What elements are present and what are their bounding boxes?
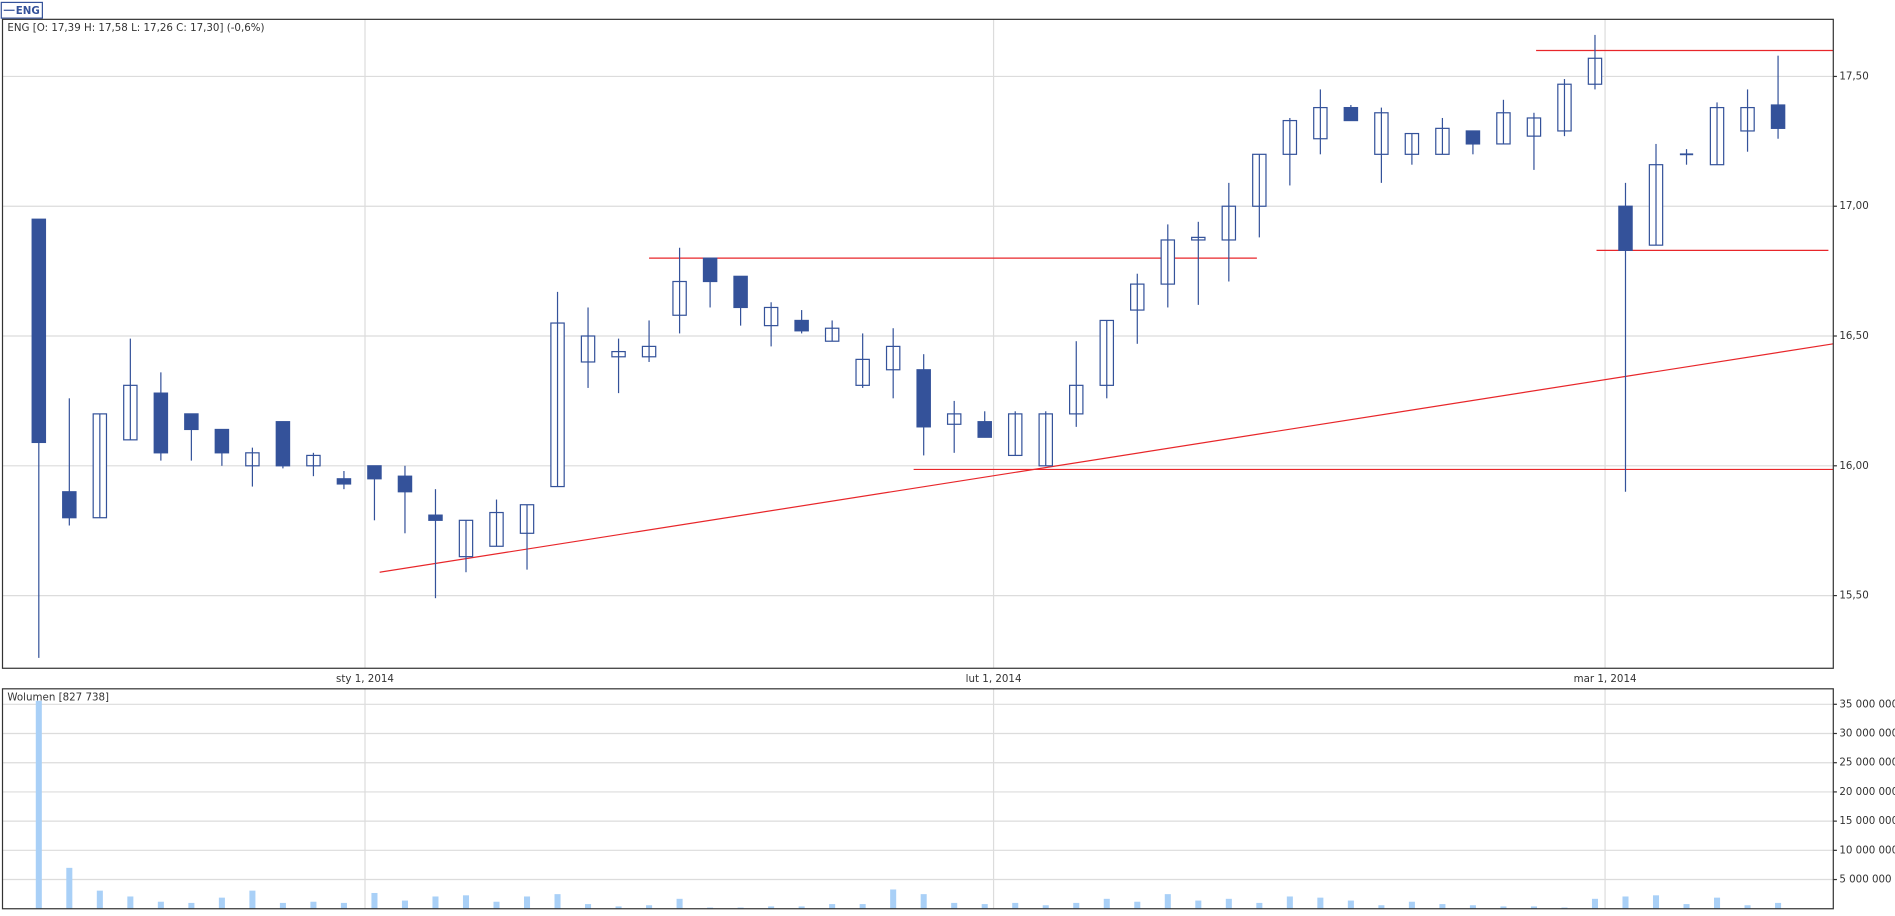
volume-panel — [1, 688, 1834, 910]
volume-bar — [1378, 905, 1385, 909]
volume-bar — [66, 867, 73, 909]
tab-label[interactable]: ENG — [16, 5, 40, 17]
y-tick-label: 16,50 — [1839, 330, 1868, 342]
volume-bar — [920, 894, 927, 909]
y-tick-label: 15,50 — [1839, 590, 1868, 602]
volume-bar — [951, 902, 958, 909]
volume-bar — [1469, 905, 1476, 909]
volume-bar — [218, 897, 225, 909]
volume-bar — [798, 906, 805, 909]
volume-bar — [96, 890, 103, 909]
x-tick-label: lut 1, 2014 — [966, 673, 1022, 685]
y-tick-label: 16,00 — [1839, 460, 1868, 472]
volume-bar — [1164, 894, 1171, 909]
volume-bar — [1500, 906, 1507, 909]
volume-bar — [1012, 902, 1019, 909]
y-tick-label: 17,00 — [1839, 200, 1868, 212]
volume-bar — [1652, 895, 1660, 909]
price-header: ENG [O: 17,39 H: 17,58 L: 17,26 C: 17,30… — [7, 22, 264, 34]
volume-bar — [279, 902, 286, 909]
volume-bar — [890, 889, 897, 909]
volume-bar — [188, 902, 195, 909]
volume-bar — [1103, 898, 1110, 909]
volume-bar — [1225, 898, 1232, 909]
volume-bar — [1073, 902, 1080, 909]
volume-bar — [1347, 900, 1354, 909]
volume-bar — [401, 900, 408, 909]
volume-bar — [1286, 896, 1293, 909]
volume-bar — [676, 898, 683, 909]
volume-bar — [35, 700, 42, 909]
volume-bar — [127, 896, 134, 909]
tab[interactable] — [0, 1, 43, 19]
volume-bar — [1530, 906, 1537, 909]
x-tick-label: sty 1, 2014 — [336, 673, 394, 685]
volume-bar — [859, 904, 866, 909]
volume-bar — [462, 895, 470, 909]
volume-bar — [1714, 897, 1721, 909]
volume-bar — [1683, 904, 1690, 909]
volume-bar — [1195, 900, 1202, 909]
volume-bar — [1744, 905, 1751, 909]
trend-line — [379, 343, 1834, 573]
volume-bar — [1134, 901, 1141, 909]
volume-bar — [1591, 898, 1599, 909]
volume-bar — [829, 904, 836, 909]
volume-bar — [249, 890, 256, 909]
volume-bar — [310, 901, 317, 909]
volume-bar — [554, 894, 561, 909]
volume-bar — [646, 905, 653, 909]
y-tick-label: 15 000 000 — [1839, 815, 1895, 827]
y-tick-label: 20 000 000 — [1839, 786, 1895, 798]
volume-bar — [1439, 904, 1446, 909]
y-tick-label: 17,50 — [1839, 70, 1868, 82]
volume-bar — [340, 902, 347, 909]
volume-bar — [1408, 901, 1415, 909]
y-tick-label: 25 000 000 — [1839, 757, 1895, 769]
x-tick-label: mar 1, 2014 — [1574, 673, 1637, 685]
y-tick-label: 35 000 000 — [1839, 698, 1895, 710]
volume-header: Wolumen [827 738] — [7, 691, 109, 703]
volume-bar — [1622, 896, 1629, 909]
y-tick-label: 10 000 000 — [1839, 844, 1895, 856]
price-panel — [1, 18, 1834, 669]
volume-bar — [371, 892, 378, 909]
volume-bar — [585, 904, 592, 909]
volume-bar — [615, 906, 622, 909]
volume-bar — [1317, 897, 1324, 909]
volume-bar — [981, 904, 988, 909]
volume-bar — [1775, 902, 1782, 909]
volume-bar — [523, 896, 531, 909]
y-tick-label: 5 000 000 — [1839, 874, 1891, 886]
volume-bar — [768, 906, 775, 909]
y-tick-label: 30 000 000 — [1839, 728, 1895, 740]
volume-bar — [432, 896, 439, 909]
volume-bar — [157, 901, 164, 909]
volume-bar — [1256, 902, 1263, 909]
volume-bar — [1042, 905, 1049, 909]
volume-bar — [493, 901, 500, 909]
